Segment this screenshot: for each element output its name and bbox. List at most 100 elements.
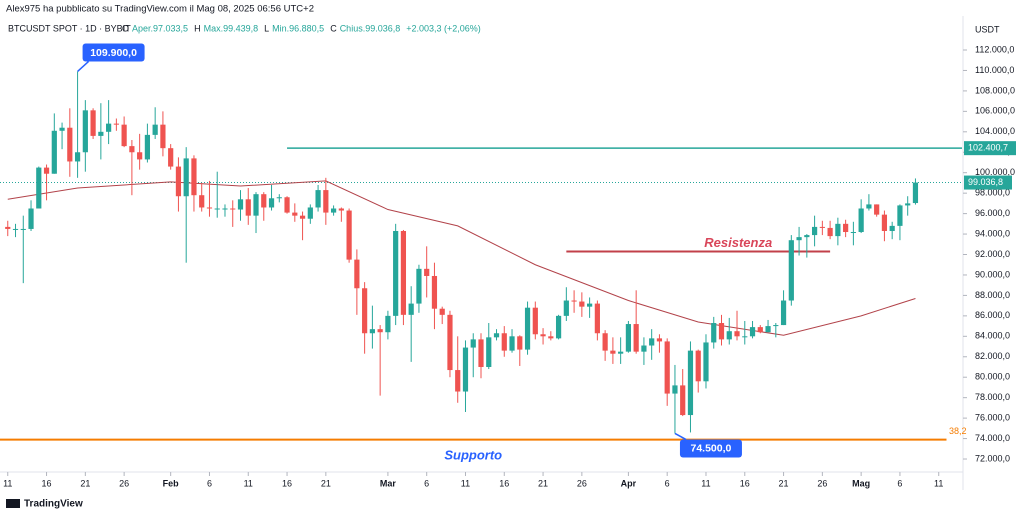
candle-body: [51, 130, 57, 174]
candle-body: [237, 199, 244, 210]
callout-label: 109.900,0: [90, 47, 137, 59]
x-tick-label: 26: [577, 478, 587, 488]
candle-body: [889, 225, 895, 231]
y-tick-label: 110.000,0: [975, 65, 1014, 75]
candle-body: [168, 148, 174, 167]
candle-body: [377, 329, 383, 333]
y-tick-label: 72.000,0: [975, 453, 1010, 463]
candle-body: [113, 123, 119, 125]
y-tick-label: 96.000,0: [975, 208, 1010, 218]
candle-body: [571, 300, 577, 302]
x-tick-label: 11: [3, 478, 12, 488]
candle-body: [687, 350, 694, 416]
x-tick-label: 16: [740, 478, 750, 488]
y-tick-label: 80.000,0: [975, 372, 1010, 382]
candle-body: [579, 301, 585, 307]
candle-body: [462, 347, 469, 392]
candle-body: [144, 134, 151, 160]
candle-body: [400, 230, 407, 315]
x-tick-label: 11: [934, 478, 943, 488]
x-tick-label: Mar: [380, 478, 397, 488]
candle-body: [524, 307, 531, 350]
last-price-tag: [964, 175, 1012, 190]
candle-body: [602, 333, 608, 351]
candle-body: [734, 331, 740, 337]
legend-item: C: [330, 23, 337, 33]
candle-body: [742, 336, 748, 338]
candle-body: [315, 190, 321, 208]
candle-body: [408, 303, 414, 315]
candle-body: [12, 228, 19, 230]
candle-body: [618, 351, 624, 354]
candle-body: [152, 124, 158, 135]
candle-body: [206, 207, 213, 209]
legend-item: Max.99.439,8: [204, 23, 259, 33]
candle-body: [749, 327, 756, 337]
candle-body: [897, 205, 903, 226]
candle-body: [261, 194, 267, 208]
candle-body: [555, 315, 562, 339]
x-tick-label: 11: [461, 478, 470, 488]
x-tick-label: 16: [42, 478, 52, 488]
legend-item: H: [194, 23, 201, 33]
candle-body: [858, 208, 864, 233]
y-tick-label: 76.000,0: [975, 412, 1010, 422]
candle-body: [199, 195, 205, 208]
candle-body: [28, 208, 34, 229]
legend-item: O: [122, 23, 129, 33]
y-tick-label: 100.000,0: [975, 167, 1015, 177]
candle-body: [369, 329, 375, 334]
candle-body: [501, 333, 507, 351]
candle-body: [905, 203, 911, 206]
candle-body: [276, 197, 282, 199]
legend-item: Aper.97.033,5: [132, 23, 188, 33]
candle-body: [393, 230, 399, 316]
candle-body: [424, 268, 430, 276]
y-tick-label: 104.000,0: [975, 126, 1015, 136]
candle-body: [160, 124, 166, 149]
candle-body: [532, 307, 538, 335]
legend-item: +2.003,3 (+2,06%): [406, 23, 481, 33]
legend-item: L: [264, 23, 269, 33]
y-tick-label: 98.000,0: [975, 188, 1010, 198]
x-tick-label: Mag: [852, 478, 870, 488]
candle-body: [726, 331, 732, 340]
candle-body: [478, 339, 484, 367]
candle-body: [493, 333, 500, 338]
candle-body: [843, 223, 849, 233]
x-tick-label: 26: [119, 478, 129, 488]
candle-body: [695, 350, 701, 382]
candle-body: [874, 204, 880, 215]
x-tick-label: 21: [779, 478, 789, 488]
candle-body: [59, 127, 65, 131]
candle-body: [67, 127, 73, 162]
zone-label: Resistenza: [704, 235, 772, 250]
candle-body: [773, 325, 779, 327]
candle-body: [284, 197, 290, 213]
legend-title: BTCUSDT SPOT · 1D · BYBIT: [8, 23, 131, 33]
candle-body: [245, 199, 251, 216]
candle-body: [827, 227, 833, 237]
candle-body: [230, 208, 236, 210]
candle-body: [20, 228, 26, 230]
candle-body: [819, 226, 825, 228]
candle-body: [804, 235, 810, 238]
callout-pointer: [77, 60, 90, 73]
candle-body: [121, 124, 127, 147]
x-tick-label: 11: [244, 478, 253, 488]
candle-body: [346, 210, 352, 260]
candle-body: [718, 323, 725, 340]
legend: BTCUSDT SPOT · 1D · BYBIT O Aper.97.033,5…: [8, 23, 481, 33]
level-label: 102.400,7: [968, 143, 1008, 153]
candle-body: [509, 336, 515, 351]
candle-body: [455, 370, 461, 392]
candle-body: [323, 190, 329, 213]
zone-label: Supporto: [444, 447, 502, 462]
callout-box: [82, 43, 145, 62]
x-tick-label: 26: [817, 478, 827, 488]
x-tick-label: 6: [665, 478, 670, 488]
candle-body: [338, 208, 344, 211]
candle-body: [299, 215, 306, 219]
candle-body: [354, 259, 360, 289]
